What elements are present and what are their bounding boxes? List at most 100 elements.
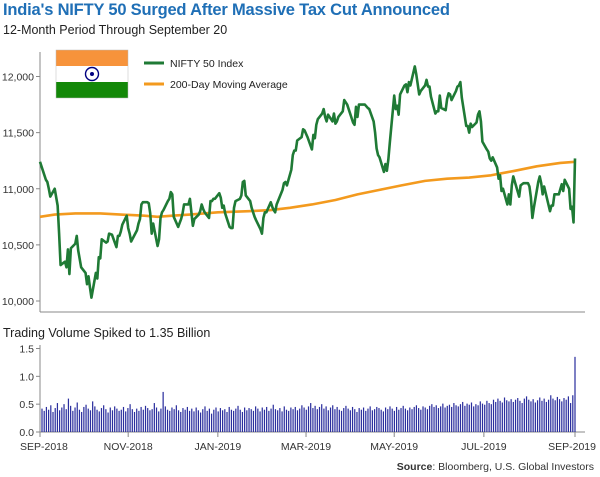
volume-bar bbox=[444, 407, 446, 432]
volume-bar bbox=[290, 407, 292, 432]
volume-bar bbox=[116, 408, 118, 432]
volume-bar bbox=[83, 406, 85, 432]
main-y-tick-label: 10,000 bbox=[2, 296, 34, 308]
volume-bar bbox=[208, 408, 210, 432]
volume-bar bbox=[435, 405, 437, 432]
volume-bar bbox=[453, 403, 455, 432]
volume-bar bbox=[266, 406, 268, 432]
main-y-ticks: 10,000 10,500 11,000 11,500 12,000 bbox=[2, 72, 40, 308]
volume-bar bbox=[501, 402, 503, 432]
source-note: Source: Bloomberg, U.S. Global Investors bbox=[397, 461, 594, 473]
volume-bar bbox=[514, 399, 517, 432]
x-tick-label: MAY-2019 bbox=[370, 441, 418, 453]
volume-bar bbox=[312, 408, 314, 432]
volume-bar bbox=[56, 403, 59, 432]
legend-label-nifty: NIFTY 50 Index bbox=[170, 58, 244, 70]
volume-bar bbox=[391, 408, 393, 432]
volume-bar bbox=[495, 401, 497, 432]
volume-bar bbox=[426, 409, 429, 432]
volume-bar bbox=[224, 409, 226, 432]
volume-bar bbox=[285, 409, 288, 432]
volume-bar bbox=[109, 407, 111, 432]
x-tick-label: JAN-2019 bbox=[194, 441, 241, 453]
volume-bar bbox=[404, 408, 407, 432]
volume-bar bbox=[144, 405, 147, 432]
volume-bar bbox=[336, 406, 338, 432]
volume-bar bbox=[248, 408, 250, 432]
volume-bar bbox=[567, 396, 569, 432]
volume-bar bbox=[565, 399, 567, 432]
volume-bar bbox=[255, 406, 257, 432]
volume-bar bbox=[365, 410, 367, 432]
volume-bar bbox=[446, 405, 448, 432]
volume-bar bbox=[277, 410, 279, 432]
volume-bar bbox=[215, 407, 217, 432]
volume-bar bbox=[552, 398, 554, 432]
volume-bar bbox=[398, 409, 400, 432]
volume-bar bbox=[347, 408, 349, 432]
volume-bar bbox=[418, 408, 420, 432]
volume-bar bbox=[415, 405, 418, 432]
volume-bar bbox=[283, 406, 285, 432]
volume-bar bbox=[98, 411, 100, 432]
volume-bar bbox=[525, 396, 528, 432]
volume-bar bbox=[318, 406, 321, 432]
volume-bar bbox=[175, 405, 177, 432]
volume-bar bbox=[100, 408, 103, 432]
volume-bar bbox=[499, 400, 501, 432]
volume-bar bbox=[131, 409, 133, 432]
volume-bar bbox=[92, 401, 94, 432]
volume-bar bbox=[448, 404, 451, 432]
volume-bar bbox=[455, 405, 457, 432]
volume-bar bbox=[351, 406, 354, 432]
volume-bar bbox=[125, 411, 127, 432]
volume-bar bbox=[85, 404, 87, 432]
volume-bar bbox=[517, 398, 519, 432]
volume-bar bbox=[127, 408, 129, 432]
volume-bar bbox=[299, 408, 301, 432]
volume-bar bbox=[340, 410, 343, 432]
volume-bar bbox=[343, 408, 345, 432]
main-y-tick-label: 11,500 bbox=[3, 128, 34, 140]
volume-bar bbox=[512, 401, 514, 432]
x-tick-label: NOV-2018 bbox=[104, 441, 153, 453]
volume-bar bbox=[519, 400, 521, 432]
main-y-tick-label: 10,500 bbox=[2, 240, 34, 252]
volume-bar bbox=[356, 411, 358, 432]
main-y-tick-label: 12,000 bbox=[2, 72, 34, 84]
volume-bar bbox=[349, 410, 351, 432]
volume-bar bbox=[541, 400, 543, 432]
volume-bar bbox=[70, 405, 72, 432]
volume-bar bbox=[523, 398, 525, 432]
volume-bar bbox=[296, 410, 299, 432]
volume-bar bbox=[325, 406, 327, 432]
volume-bar bbox=[473, 406, 475, 432]
volume-bar bbox=[479, 401, 481, 432]
volume-bar bbox=[197, 410, 199, 432]
volume-bar bbox=[142, 409, 144, 432]
volume-bar bbox=[574, 356, 576, 432]
volume-bar bbox=[72, 410, 74, 432]
volume-bar bbox=[307, 406, 310, 432]
volume-bar bbox=[532, 399, 534, 432]
volume-bar bbox=[292, 409, 294, 432]
volume-bar bbox=[543, 398, 545, 432]
volume-bar bbox=[87, 408, 89, 432]
volume-bar bbox=[118, 410, 120, 432]
volume-bar bbox=[114, 406, 116, 432]
volume-bar bbox=[332, 405, 334, 432]
volume-bar bbox=[89, 410, 92, 432]
volume-bar bbox=[294, 406, 296, 432]
volume-bar bbox=[246, 410, 248, 432]
volume-bar bbox=[506, 400, 508, 432]
volume-y-tick-label: 0.5 bbox=[19, 399, 34, 411]
volume-bar bbox=[241, 411, 244, 432]
nifty-series-line bbox=[38, 65, 577, 299]
volume-bar bbox=[358, 408, 360, 432]
volume-bar bbox=[362, 407, 365, 432]
source-text: : Bloomberg, U.S. Global Investors bbox=[432, 461, 594, 473]
volume-bar bbox=[202, 409, 204, 432]
volume-bar bbox=[451, 406, 453, 432]
volume-bar bbox=[539, 397, 541, 432]
